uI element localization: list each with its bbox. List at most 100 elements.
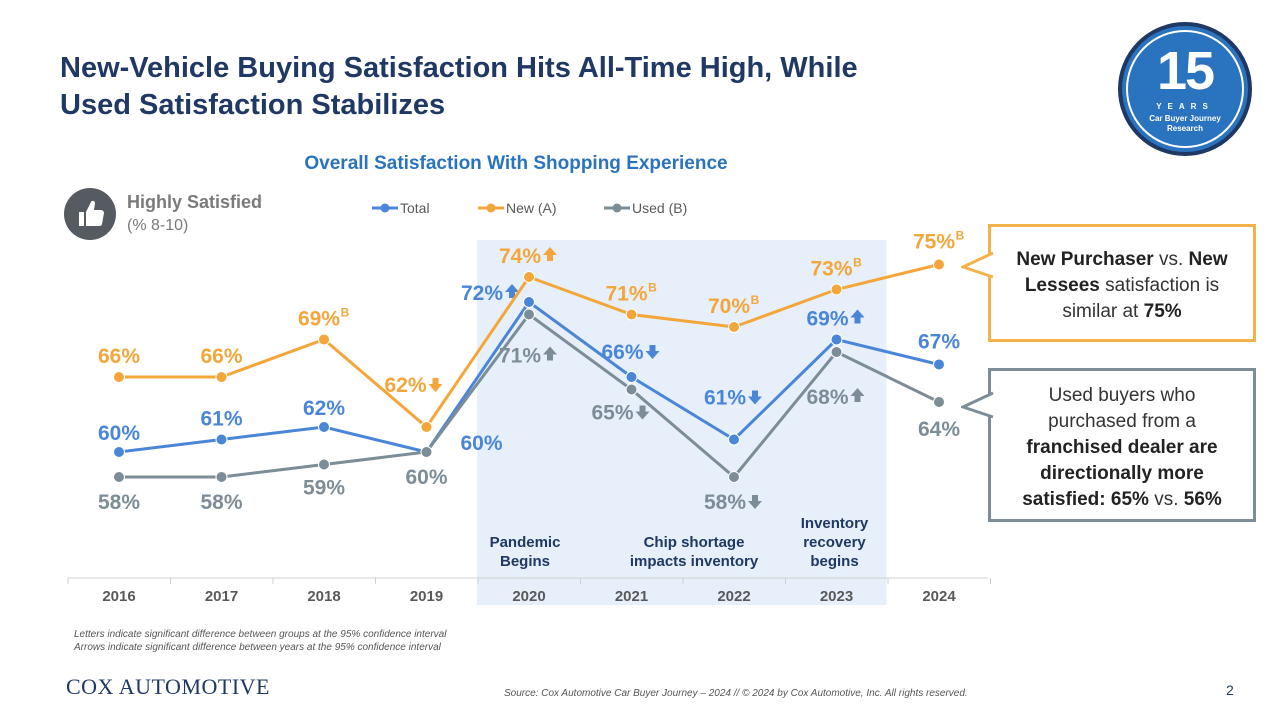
- legend-label-used: Used (B): [632, 200, 687, 216]
- data-point-total: [625, 371, 638, 383]
- new-purchaser-callout: New Purchaser vs. New Lessees satisfacti…: [961, 224, 1256, 342]
- x-tick-label-2019: 2019: [410, 588, 443, 605]
- data-point-new: [215, 371, 228, 383]
- x-tick-label-2017: 2017: [205, 588, 238, 605]
- data-label-total: 60%: [460, 432, 502, 455]
- callout-new-line-1: New Purchaser vs. New: [1016, 249, 1228, 270]
- significance-letter-new: B: [341, 306, 350, 320]
- data-label-total: 69%: [806, 308, 848, 331]
- data-point-new: [933, 258, 945, 271]
- source-note: Source: Cox Automotive Car Buyer Journey…: [504, 688, 968, 699]
- data-label-new: 66%: [200, 345, 242, 368]
- callout-used-line-4: directionally more: [1040, 463, 1204, 484]
- x-tick-label-2022: 2022: [717, 588, 750, 605]
- badge-subtitle-line-1: Car Buyer Journey: [1149, 114, 1221, 123]
- chart-title: Overall Satisfaction With Shopping Exper…: [304, 153, 728, 174]
- badge-number: 15: [1156, 41, 1215, 101]
- x-tick-label-2024: 2024: [922, 588, 956, 605]
- data-label-used: 65%: [591, 402, 633, 425]
- data-label-new: 62%: [384, 374, 426, 397]
- used-buyer-callout: Used buyers who purchased from a franchi…: [961, 368, 1256, 522]
- data-point-total: [523, 296, 535, 308]
- data-point-new: [420, 421, 433, 433]
- x-tick-label-2023: 2023: [820, 588, 853, 605]
- arrow-up-icon: [850, 309, 865, 324]
- arrow-up-icon: [543, 247, 557, 261]
- legend-marker-used: [612, 203, 622, 213]
- data-label-new: 75%: [913, 231, 955, 254]
- data-label-new: 71%: [605, 283, 647, 306]
- event-annotation: Chip shortage: [644, 534, 745, 551]
- data-point-used: [318, 458, 330, 471]
- arrow-down-icon: [645, 345, 660, 359]
- footnote-letters: Letters indicate significant difference …: [74, 629, 447, 640]
- anniversary-badge: 15 YEARS Car Buyer Journey Research: [1118, 22, 1252, 156]
- significance-letter-new: B: [751, 293, 760, 307]
- arrow-up-icon: [543, 346, 557, 361]
- data-label-total: 61%: [704, 387, 746, 410]
- callout-used-line-1: Used buyers who: [1048, 385, 1196, 406]
- data-point-used: [728, 471, 740, 483]
- footnote-arrows: Arrows indicate significant difference b…: [74, 642, 441, 653]
- data-point-used: [215, 471, 228, 483]
- badge-years: YEARS: [1156, 102, 1214, 111]
- data-point-total: [933, 358, 945, 371]
- metric-label: Highly Satisfied: [127, 192, 263, 212]
- x-tick-label-2018: 2018: [307, 588, 340, 605]
- event-annotation: Pandemic: [490, 534, 561, 551]
- arrow-up-icon: [850, 388, 865, 402]
- data-point-total: [830, 333, 843, 346]
- event-annotation: recovery: [803, 534, 866, 551]
- event-annotation: impacts inventory: [630, 553, 759, 570]
- data-label-new: 73%: [810, 258, 852, 281]
- data-label-total: 66%: [601, 341, 643, 364]
- data-point-used: [113, 471, 125, 483]
- data-point-used: [933, 396, 945, 408]
- event-annotation: Begins: [500, 553, 550, 570]
- arrow-down-icon: [635, 405, 650, 420]
- data-label-used: 58%: [200, 491, 242, 514]
- data-point-used: [830, 346, 843, 358]
- legend-marker-total: [380, 203, 390, 213]
- data-label-used: 58%: [704, 491, 746, 514]
- page-headline: New-Vehicle Buying Satisfaction Hits All…: [60, 50, 1020, 124]
- badge-subtitle: Car Buyer Journey Research: [1136, 114, 1234, 134]
- data-label-total: 61%: [200, 408, 242, 431]
- arrow-up-icon: [505, 284, 519, 298]
- callout-pointer: [961, 251, 994, 279]
- headline-line-1: New-Vehicle Buying Satisfaction Hits All…: [60, 52, 858, 84]
- data-label-new: 70%: [708, 295, 750, 318]
- data-label-used: 68%: [806, 386, 848, 409]
- data-point-total: [113, 446, 125, 458]
- thumbs-up-icon: [64, 188, 116, 240]
- arrow-down-icon: [748, 390, 762, 405]
- significance-letter-new: B: [956, 229, 965, 243]
- data-label-used: 59%: [303, 477, 345, 500]
- data-point-new: [625, 308, 638, 321]
- data-label-total: 62%: [303, 397, 345, 420]
- x-tick-label-2020: 2020: [512, 588, 545, 605]
- callout-used-line-3: franchised dealer are: [1026, 437, 1218, 458]
- legend-label-new: New (A): [506, 200, 557, 216]
- data-label-used: 58%: [98, 491, 140, 514]
- x-tick-label-2016: 2016: [102, 588, 135, 605]
- data-label-new: 74%: [499, 245, 541, 268]
- legend-marker-new: [486, 203, 496, 213]
- callout-pointer: [961, 391, 994, 419]
- callout-used-line-5: satisfied: 65% vs. 56%: [1022, 489, 1222, 510]
- arrow-down-icon: [428, 378, 443, 392]
- data-label-total: 72%: [461, 282, 503, 305]
- headline-line-2: Used Satisfaction Stabilizes: [60, 89, 446, 121]
- data-point-total: [728, 433, 740, 446]
- data-label-new: 69%: [298, 308, 340, 331]
- data-label-total: 67%: [918, 331, 960, 354]
- data-point-used: [523, 308, 535, 321]
- data-label-new: 66%: [98, 345, 140, 368]
- legend-label-total: Total: [400, 200, 430, 216]
- data-label-total: 60%: [98, 422, 140, 445]
- data-label-used: 60%: [405, 466, 447, 489]
- metric-sublabel: (% 8-10): [127, 217, 189, 234]
- callout-used-line-2: purchased from a: [1048, 411, 1196, 432]
- data-point-used: [420, 446, 433, 458]
